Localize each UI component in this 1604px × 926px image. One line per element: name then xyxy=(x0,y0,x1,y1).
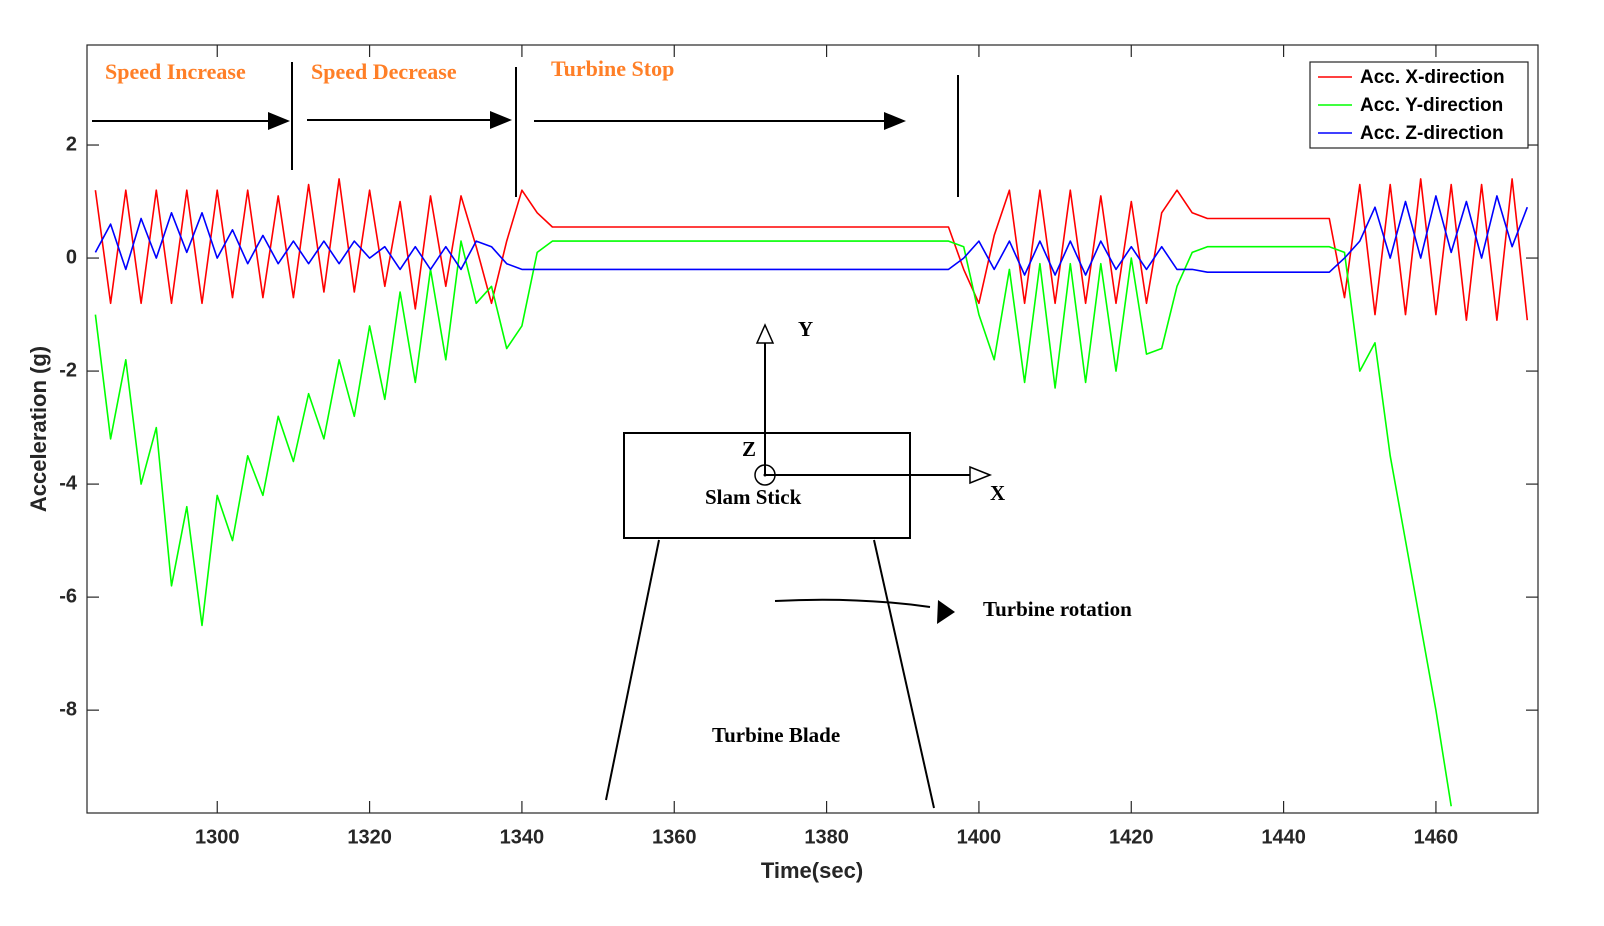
axis-letter: Z xyxy=(742,437,756,461)
x-tick-label: 1320 xyxy=(347,826,392,848)
axis-letter: Y xyxy=(798,317,813,341)
data-line xyxy=(94,195,1529,276)
phase-label: Speed Decrease xyxy=(311,59,457,84)
x-tick-label: 1420 xyxy=(1109,826,1154,848)
y-tick-label: -8 xyxy=(59,698,77,720)
axis-letter: X xyxy=(990,481,1005,505)
y-tick-label: -6 xyxy=(59,585,77,607)
legend-label: Acc. X-direction xyxy=(1360,67,1505,88)
y-tick-label: 2 xyxy=(66,133,77,155)
x-tick-label: 1360 xyxy=(652,826,697,848)
x-tick-label: 1380 xyxy=(804,826,849,848)
x-axis-label: Time(sec) xyxy=(761,858,863,883)
data-line xyxy=(94,240,1452,807)
x-tick-label: 1300 xyxy=(195,826,240,848)
diagram-label: Slam Stick xyxy=(705,485,802,509)
diagram-label: Turbine Blade xyxy=(712,723,840,747)
y-axis-label: Acceleration (g) xyxy=(26,346,51,512)
y-tick-label: 0 xyxy=(66,246,77,268)
series-layer xyxy=(94,178,1529,807)
phase-label: Turbine Stop xyxy=(551,56,674,81)
legend-label: Acc. Y-direction xyxy=(1360,95,1503,116)
diagram-label: Turbine rotation xyxy=(983,597,1132,621)
y-tick-label: -4 xyxy=(59,472,78,494)
y-tick-label: -2 xyxy=(59,359,77,381)
phase-arrows xyxy=(92,62,959,197)
legend-label: Acc. Z-direction xyxy=(1360,123,1504,144)
x-tick-label: 1340 xyxy=(500,826,545,848)
plot-frame xyxy=(86,44,1539,814)
x-tick-label: 1460 xyxy=(1414,826,1459,848)
data-line xyxy=(94,178,1529,321)
x-tick-label: 1440 xyxy=(1261,826,1306,848)
sensor-diagram xyxy=(605,323,993,809)
x-tick-label: 1400 xyxy=(957,826,1002,848)
phase-label: Speed Increase xyxy=(105,59,246,84)
